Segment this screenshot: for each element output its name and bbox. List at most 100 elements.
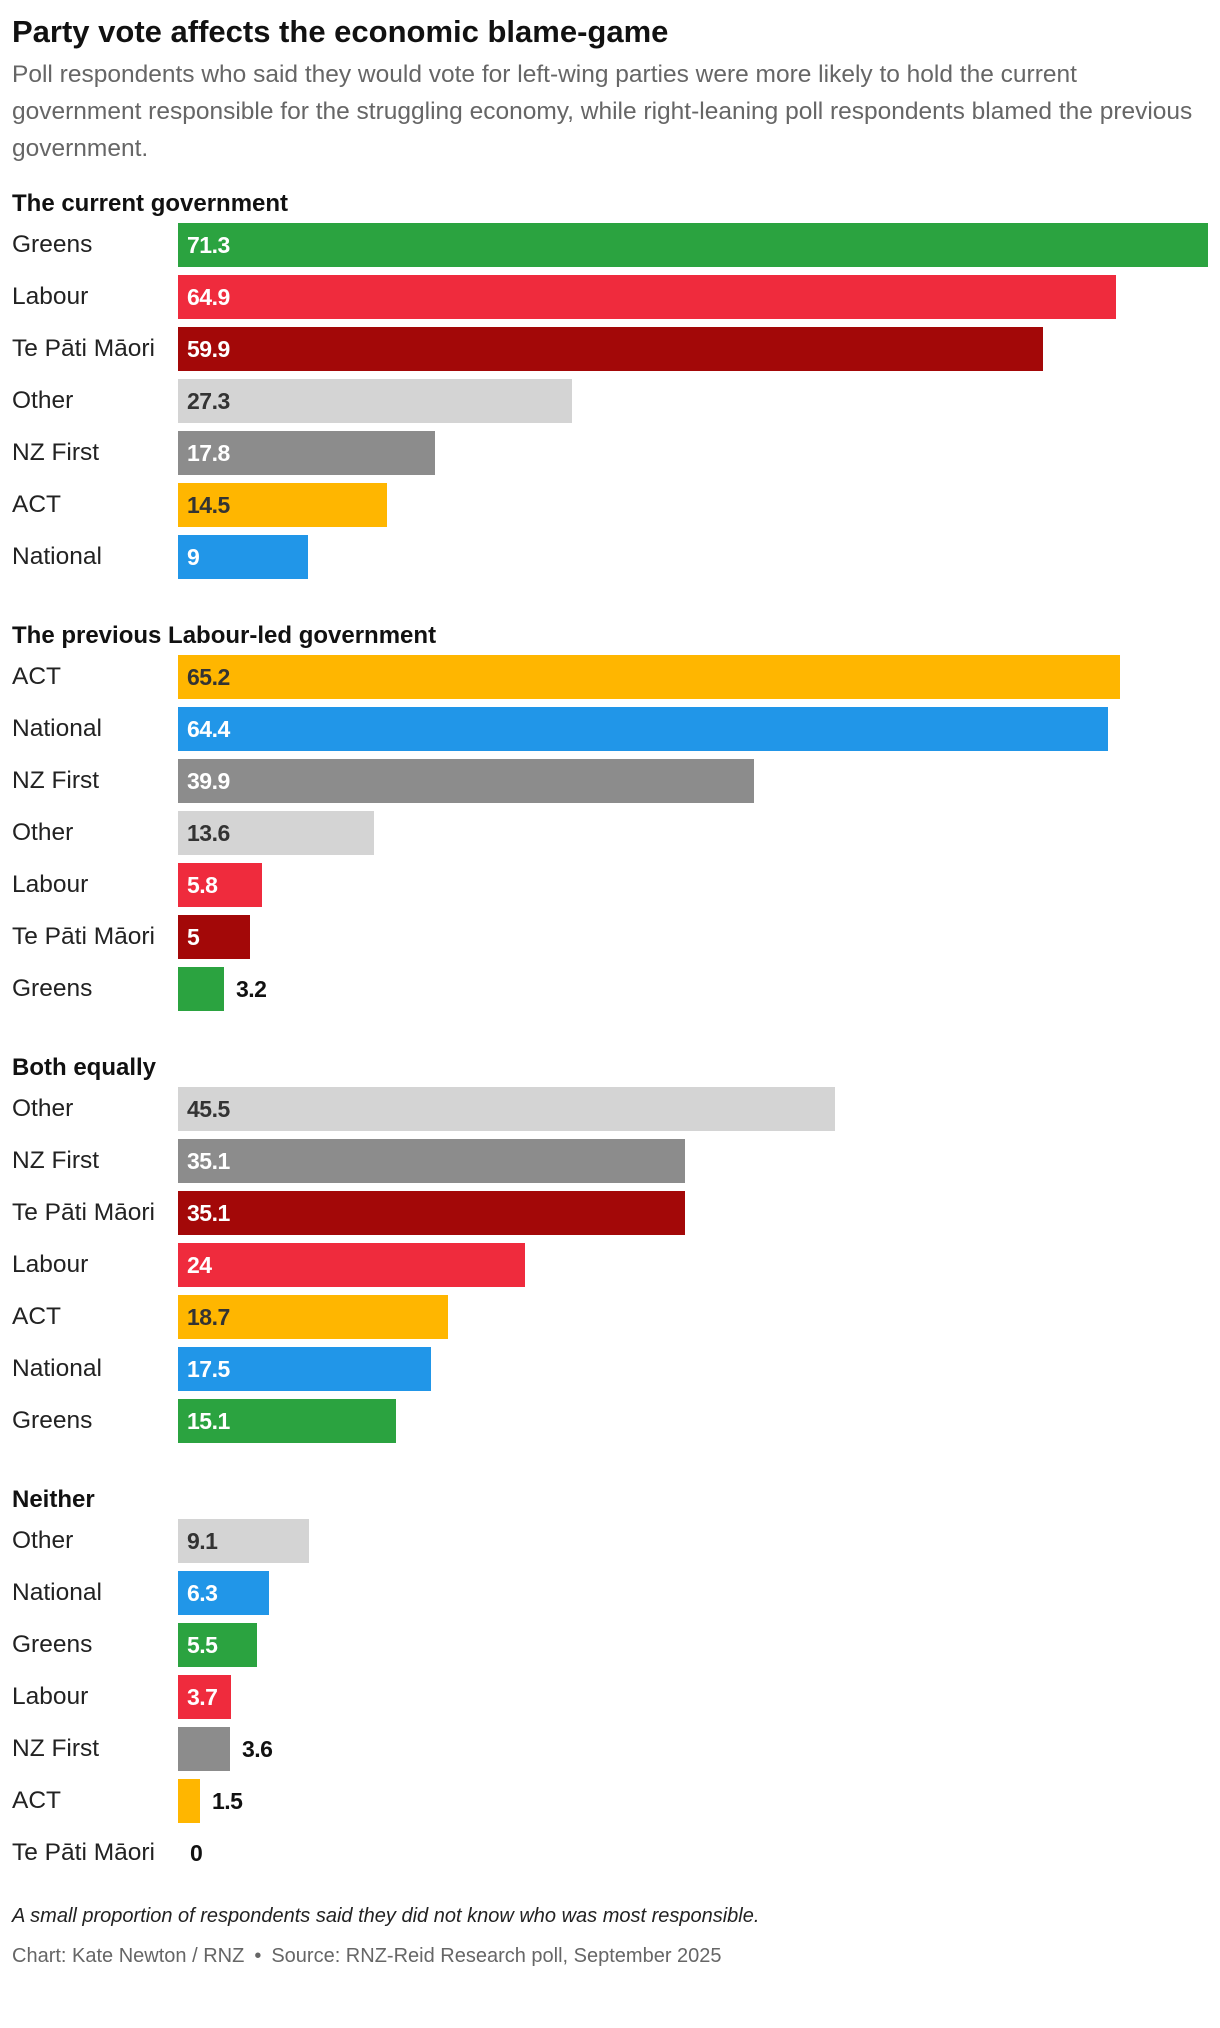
value-label: 3.2 (236, 976, 267, 1002)
value-label: 1.5 (212, 1788, 243, 1814)
chart-footer: Chart: Kate Newton / RNZ • Source: RNZ-Rei… (12, 1941, 1210, 1971)
value-label: 0 (190, 1840, 203, 1866)
bar-row: Greens 5.5 (12, 1623, 1210, 1667)
bar (178, 223, 1208, 267)
value-label: 9 (187, 544, 200, 570)
bar (178, 1519, 309, 1563)
value-label: 17.8 (187, 440, 230, 466)
bar-track: 14.5 (178, 483, 1208, 527)
chart-panel: Both equally Other 45.5 NZ First 35.1 Te Pāti… (12, 1053, 1210, 1443)
bar-track: 5 (178, 915, 1208, 959)
bar-row: NZ First 35.1 (12, 1139, 1210, 1183)
bar-row: Labour 5.8 (12, 863, 1210, 907)
footer-separator: • (254, 1945, 262, 1967)
bar-track: 64.9 (178, 275, 1208, 319)
bar-track: 24 (178, 1243, 1208, 1287)
bar-row: Te Pāti Māori 5 (12, 915, 1210, 959)
bar (178, 811, 374, 855)
bar-track: 17.5 (178, 1347, 1208, 1391)
bar-row: Te Pāti Māori 35.1 (12, 1191, 1210, 1235)
bar (178, 431, 435, 475)
bar (178, 1727, 230, 1771)
bar (178, 379, 572, 423)
value-label: 64.4 (187, 716, 230, 742)
value-label: 15.1 (187, 1408, 230, 1434)
bar-row: NZ First 17.8 (12, 431, 1210, 475)
bar-row: NZ First 39.9 (12, 759, 1210, 803)
bar-track: 17.8 (178, 431, 1208, 475)
value-label: 45.5 (187, 1096, 230, 1122)
bar-track: 6.3 (178, 1571, 1208, 1615)
bar (178, 1295, 448, 1339)
bar (178, 1243, 525, 1287)
bar (178, 655, 1120, 699)
bar-track: 9 (178, 535, 1208, 579)
bar-track: 5.5 (178, 1623, 1208, 1667)
bar-row: Te Pāti Māori 59.9 (12, 327, 1210, 371)
chart-panel: Neither Other 9.1 National 6.3 Greens 5.5 Labou… (12, 1485, 1210, 1875)
category-label: Te Pāti Māori (12, 1839, 155, 1866)
bar (178, 1087, 835, 1131)
bar (178, 1779, 200, 1823)
category-label: NZ First (12, 1735, 100, 1762)
value-label: 3.6 (242, 1736, 273, 1762)
bar (178, 327, 1043, 371)
bar-track: 3.7 (178, 1675, 1208, 1719)
category-label: ACT (12, 1303, 61, 1330)
bar (178, 967, 224, 1011)
category-label: Greens (12, 1631, 93, 1658)
chart-source: Source: RNZ-Reid Research poll, Septembe… (271, 1945, 722, 1967)
bar-row: NZ First 3.6 (12, 1727, 1210, 1771)
bar (178, 1399, 396, 1443)
bar-row: National 6.3 (12, 1571, 1210, 1615)
chart-panel: The previous Labour-led government ACT 65.… (12, 621, 1210, 1011)
bar-row: Other 13.6 (12, 811, 1210, 855)
panel-title: Both equally (12, 1054, 157, 1081)
bar (178, 1191, 685, 1235)
category-label: National (12, 1579, 102, 1606)
bar (178, 483, 387, 527)
bar-track: 35.1 (178, 1139, 1208, 1183)
bar-row: Other 9.1 (12, 1519, 1210, 1563)
value-label: 59.9 (187, 336, 230, 362)
bar (178, 1675, 231, 1719)
chart-credit: Chart: Kate Newton / RNZ (12, 1945, 245, 1967)
bar (178, 863, 262, 907)
value-label: 13.6 (187, 820, 230, 846)
chart-container: Party vote affects the economic blame-ga… (12, 14, 1210, 1971)
category-label: Te Pāti Māori (12, 923, 155, 950)
category-label: ACT (12, 663, 61, 690)
category-label: National (12, 715, 102, 742)
bar (178, 535, 308, 579)
chart-panels: The current government Greens 71.3 Labour 64… (12, 189, 1210, 1875)
panel-title: The current government (12, 190, 289, 217)
bar-track: 35.1 (178, 1191, 1208, 1235)
panel-title: Neither (12, 1486, 95, 1513)
panel-title: The previous Labour-led government (12, 622, 437, 649)
bar-track: 71.3 (178, 223, 1208, 267)
bar-row: Greens 15.1 (12, 1399, 1210, 1443)
bar-track: 39.9 (178, 759, 1208, 803)
value-label: 27.3 (187, 388, 230, 414)
category-label: Te Pāti Māori (12, 1199, 155, 1226)
value-label: 71.3 (187, 232, 230, 258)
chart-subtitle: Poll respondents who said they would vot… (12, 61, 1193, 162)
bar-track: 65.2 (178, 655, 1208, 699)
bar-track: 5.8 (178, 863, 1208, 907)
bar-row: ACT 18.7 (12, 1295, 1210, 1339)
category-label: Te Pāti Māori (12, 335, 155, 362)
category-label: Other (12, 1095, 74, 1122)
value-label: 18.7 (187, 1304, 230, 1330)
bar-track: 45.5 (178, 1087, 1208, 1131)
bar-track: 18.7 (178, 1295, 1208, 1339)
bar-track: 59.9 (178, 327, 1208, 371)
category-label: ACT (12, 1787, 61, 1814)
bar-row: Labour 24 (12, 1243, 1210, 1287)
category-label: National (12, 543, 102, 570)
bar (178, 707, 1108, 751)
chart-note: A small proportion of respondents said t… (12, 1905, 760, 1927)
value-label: 64.9 (187, 284, 230, 310)
category-label: National (12, 1355, 102, 1382)
bar (178, 1571, 269, 1615)
bar (178, 1347, 431, 1391)
